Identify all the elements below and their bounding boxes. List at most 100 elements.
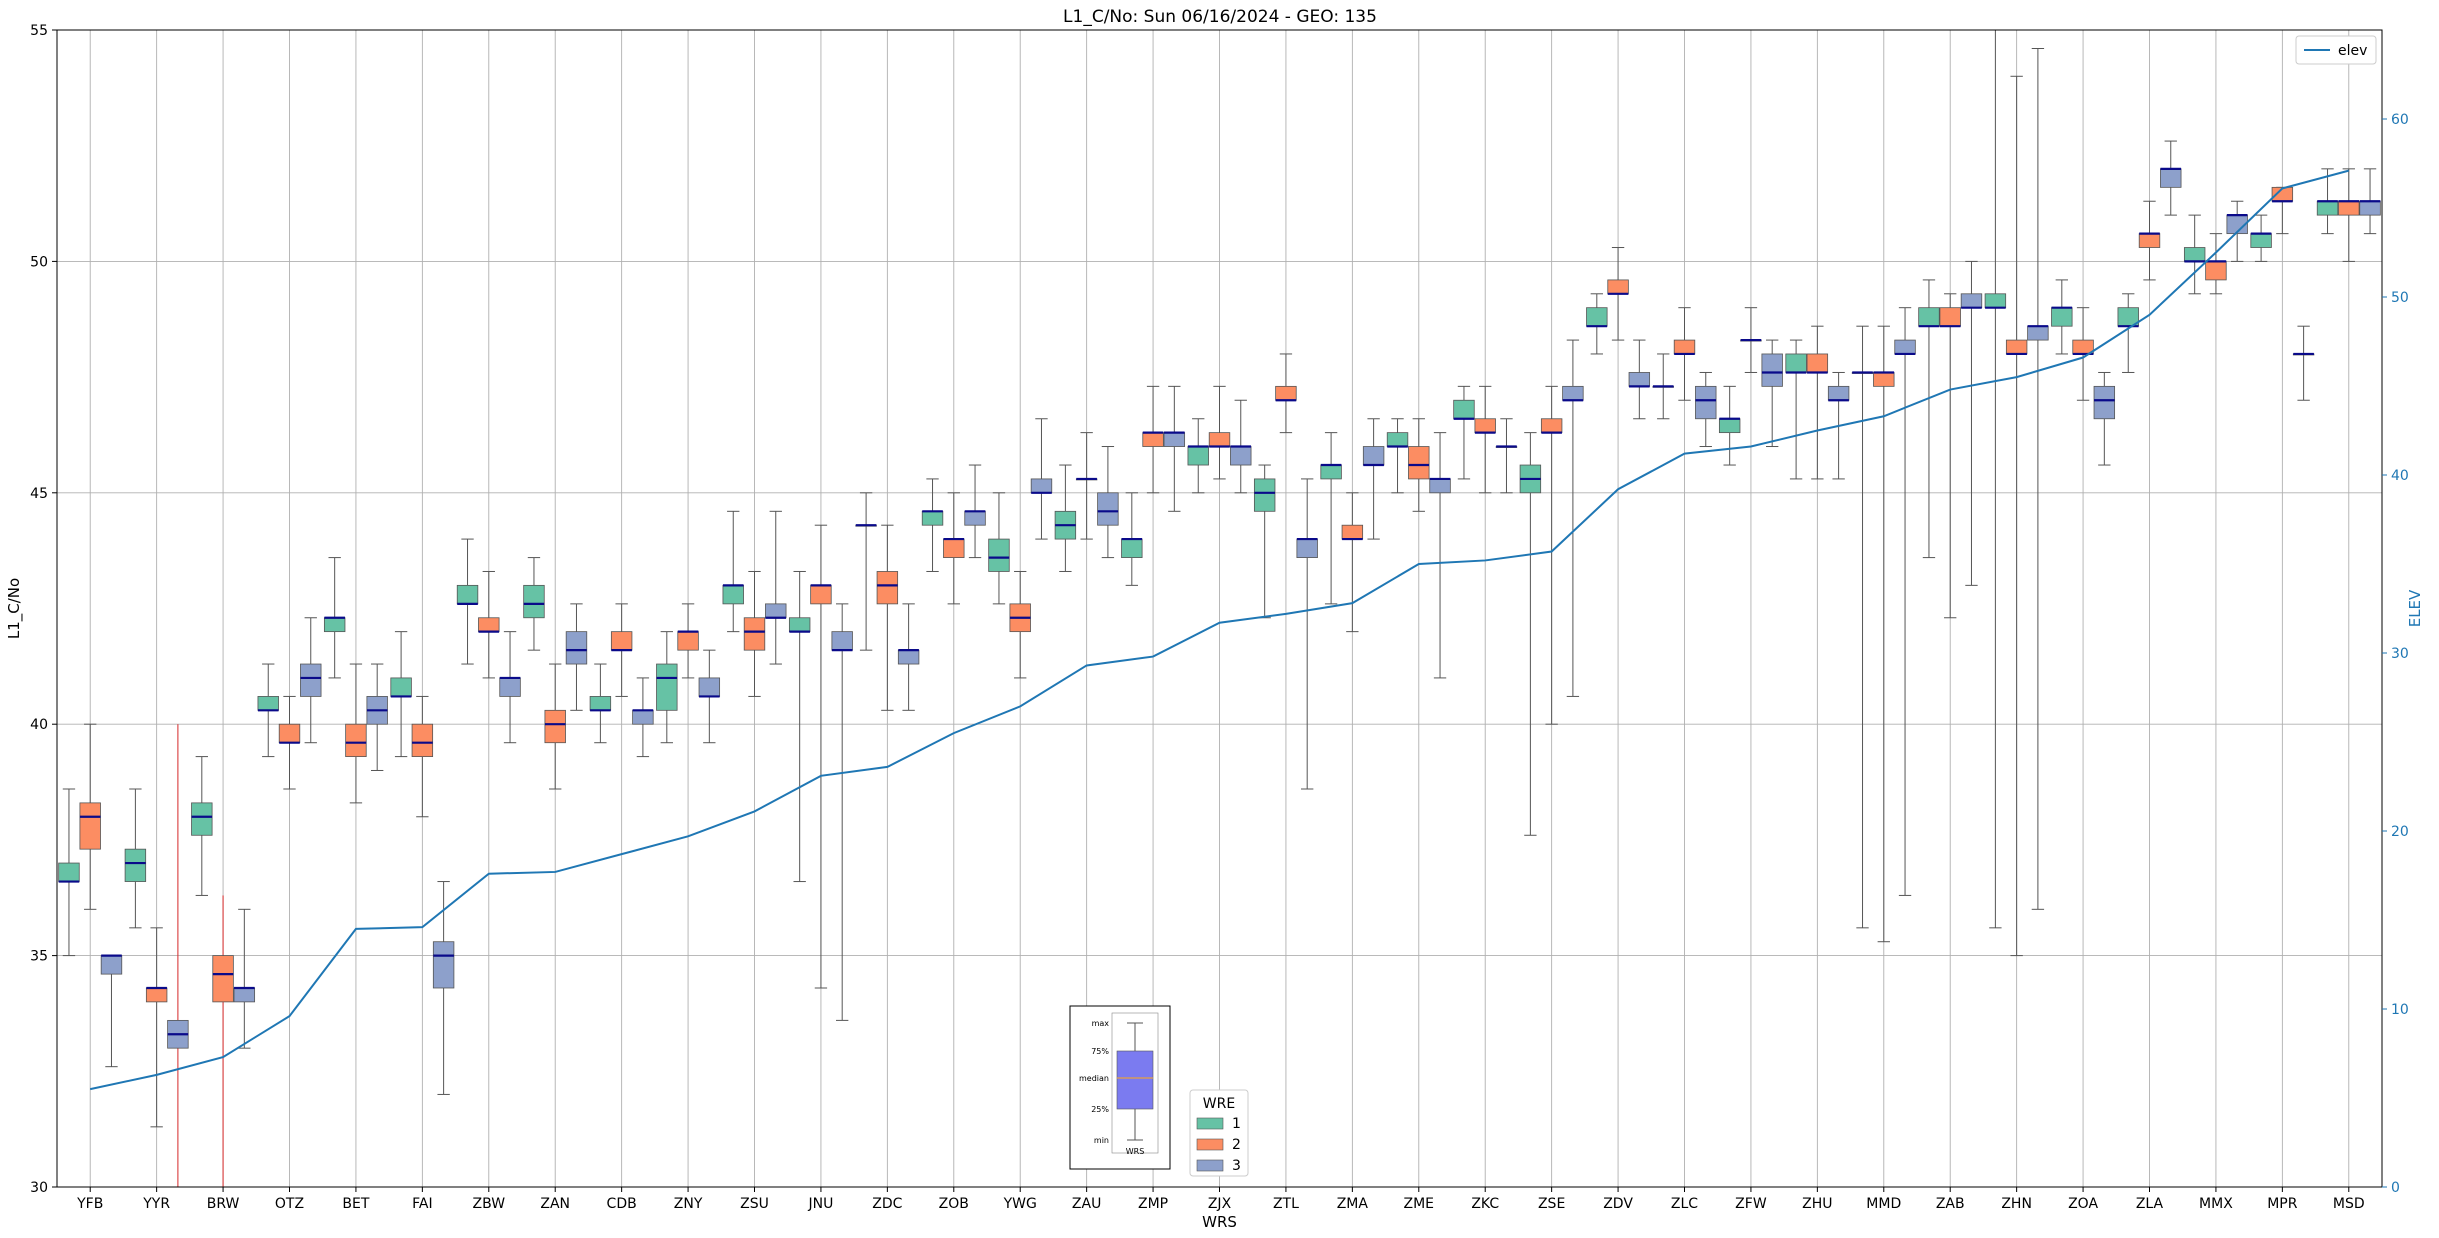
elev-line-group	[90, 169, 2350, 1091]
axes: YFB YYR BRW OTZ BET FAI ZBW ZAN CDB ZNY ZSU JNU ZDC Z…	[30, 23, 2409, 1212]
inset-xlabel: WRS	[1126, 1147, 1145, 1156]
box-wre-2	[1408, 446, 1430, 480]
x-tick-label: JNU	[807, 1196, 833, 1212]
inset-label: min	[1094, 1136, 1109, 1145]
x-tick-label: MPR	[2267, 1196, 2298, 1212]
y-tick-label: 30	[30, 1180, 48, 1196]
box-wre-1	[656, 663, 678, 711]
x-tick-label: ZHN	[2001, 1196, 2032, 1212]
box-wre-2	[2005, 339, 2028, 355]
x-tick-label: ZAB	[1936, 1196, 1965, 1212]
box-wre-3	[565, 631, 588, 665]
box-wre-1	[323, 617, 346, 633]
box-wre-2	[145, 987, 168, 1003]
wre-legend-box	[1189, 1089, 1249, 1177]
x-tick-label: BET	[342, 1196, 369, 1212]
wre-legend-swatch	[1196, 1159, 1224, 1172]
boxes	[58, 29, 2381, 1187]
y-tick-label: 50	[30, 254, 48, 270]
box-wre-3	[1362, 446, 1385, 466]
box-wre-1	[1984, 293, 2007, 309]
box-wre-3	[1429, 478, 1451, 494]
y2-tick-label: 40	[2391, 468, 2409, 484]
box-wre-2	[212, 955, 234, 1003]
box-wre-2	[1939, 307, 1961, 327]
box-wre-3	[632, 709, 654, 725]
x-tick-label: YWG	[1003, 1196, 1037, 1212]
elev-line	[90, 169, 2350, 1091]
box-wre-3	[2093, 385, 2116, 420]
box-wre-1	[788, 617, 811, 633]
box-wre-2	[478, 617, 500, 633]
box-wre-2	[1673, 339, 1696, 355]
box-wre-1	[191, 802, 213, 836]
box-wre-1	[390, 677, 412, 697]
box-wre-2	[411, 723, 434, 757]
wre-legend-swatch	[1196, 1138, 1224, 1151]
box-wre-3	[2160, 168, 2182, 188]
box-wre-1	[1386, 432, 1409, 447]
box-wre-2	[1607, 279, 1629, 295]
box-wre-3	[233, 987, 256, 1003]
x-tick-label: ZSE	[1538, 1196, 1565, 1212]
x-tick-label: ZLC	[1671, 1196, 1698, 1212]
box-wre-3	[1894, 339, 1916, 355]
y-axis-label: L1_C/No	[5, 578, 24, 639]
box-wre-3	[300, 663, 322, 697]
box-wre-2	[1474, 418, 1496, 434]
box-wre-1	[1718, 418, 1741, 434]
y2-tick-label: 10	[2391, 1002, 2409, 1018]
box-wre-2	[278, 723, 301, 744]
box-wre-2	[1142, 432, 1164, 447]
box-wre-2	[345, 723, 367, 757]
box-wre-3	[1562, 385, 1584, 401]
box-wre-3	[1030, 478, 1053, 494]
x-tick-label: YYR	[142, 1196, 170, 1212]
y-tick-label: 55	[30, 23, 48, 39]
box-wre-3	[1296, 538, 1318, 558]
box-wre-1	[523, 584, 545, 619]
box-wre-1	[257, 696, 279, 711]
box-wre-1	[1586, 307, 1608, 327]
box-wre-1	[1918, 307, 1940, 327]
box-wre-3	[499, 677, 521, 697]
box-wre-2	[876, 571, 899, 605]
box-wre-2	[2138, 233, 2161, 248]
x-tick-label: MMD	[1866, 1196, 1901, 1212]
box-wre-3	[765, 603, 787, 619]
x-tick-label: FAI	[412, 1196, 432, 1212]
box-wre-1	[2183, 247, 2206, 262]
x-tick-label: OTZ	[275, 1196, 304, 1212]
y-tick-label: 45	[30, 486, 48, 502]
box-wre-3	[2027, 325, 2049, 341]
box-wre-3	[897, 649, 920, 665]
y2-tick-label: 60	[2391, 112, 2409, 128]
box-wre-2	[610, 631, 633, 651]
x-tick-label: ZAN	[540, 1196, 570, 1212]
x-tick-label: ZDV	[1603, 1196, 1633, 1212]
x-tick-label: ZBW	[473, 1196, 506, 1212]
box-wre-2	[2205, 260, 2227, 281]
box-wre-2	[677, 631, 699, 651]
box-wre-3	[698, 677, 721, 697]
x-tick-label: ZDC	[872, 1196, 902, 1212]
box-wre-1	[589, 696, 612, 711]
x-axis-label: WRS	[1202, 1213, 1237, 1231]
elev-legend-label: elev	[2338, 43, 2367, 59]
grid	[57, 29, 2382, 1188]
box-wre-1	[124, 848, 147, 882]
box-wre-2	[2338, 200, 2360, 216]
box-wre-3	[1230, 446, 1252, 466]
box-wre-3	[964, 510, 986, 526]
box-wre-2	[79, 802, 101, 850]
y-tick-label: 40	[30, 717, 48, 733]
inset-label: 75%	[1091, 1047, 1109, 1056]
y2-tick-label: 50	[2391, 290, 2409, 306]
x-tick-label: ZOA	[2068, 1196, 2098, 1212]
x-tick-label: ZJX	[1208, 1196, 1232, 1212]
box-wre-3	[2359, 200, 2381, 216]
box-wre-3	[100, 955, 123, 975]
x-tick-label: ZNY	[674, 1196, 703, 1212]
box-wre-1	[2250, 233, 2272, 248]
